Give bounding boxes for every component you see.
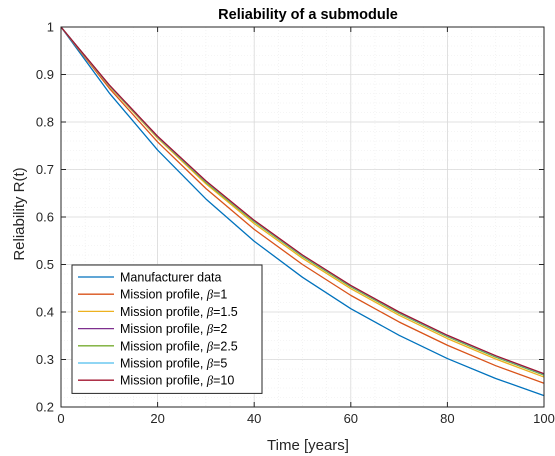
legend-entry: Mission profile, β=1 xyxy=(120,288,227,302)
y-tick-label: 0.9 xyxy=(36,67,54,82)
legend: Manufacturer data Mission profile, β=1 Mis… xyxy=(71,264,263,394)
y-tick-label: 0.3 xyxy=(36,352,54,367)
y-tick-label: 0.7 xyxy=(36,162,54,177)
y-axis-ticks: 0.2 0.3 0.4 0.5 0.6 0.7 0.8 0.9 1 xyxy=(36,20,544,415)
x-tick-label: 100 xyxy=(533,411,555,426)
legend-entry: Mission profile, β=2 xyxy=(120,322,227,336)
y-tick-label: 0.4 xyxy=(36,305,54,320)
series-line xyxy=(60,26,545,378)
y-tick-label: 0.8 xyxy=(36,115,54,130)
x-axis-ticks: 0 20 40 60 80 100 xyxy=(57,27,555,426)
x-axis-label: Time [years] xyxy=(267,437,349,454)
legend-entry: Manufacturer data xyxy=(120,271,221,285)
legend-entry: Mission profile, β=10 xyxy=(120,374,234,388)
y-tick-label: 0.6 xyxy=(36,210,54,225)
x-tick-label: 40 xyxy=(247,411,261,426)
y-tick-label: 1 xyxy=(47,20,54,35)
x-tick-label: 20 xyxy=(150,411,164,426)
legend-entry: Mission profile, β=5 xyxy=(120,357,227,371)
series-lines xyxy=(60,26,545,397)
x-tick-label: 80 xyxy=(440,411,454,426)
y-tick-label: 0.5 xyxy=(36,257,54,272)
legend-entry: Mission profile, β=2.5 xyxy=(120,339,238,353)
chart-title: Reliability of a submodule xyxy=(218,7,398,23)
x-tick-label: 60 xyxy=(344,411,358,426)
series-line xyxy=(60,26,545,397)
legend-entry: Mission profile, β=1.5 xyxy=(120,305,238,319)
series-line xyxy=(60,26,545,375)
y-axis-label: Reliability R(t) xyxy=(11,167,28,260)
y-tick-label: 0.2 xyxy=(36,400,54,415)
x-tick-label: 0 xyxy=(57,411,64,426)
series-line xyxy=(60,26,545,384)
